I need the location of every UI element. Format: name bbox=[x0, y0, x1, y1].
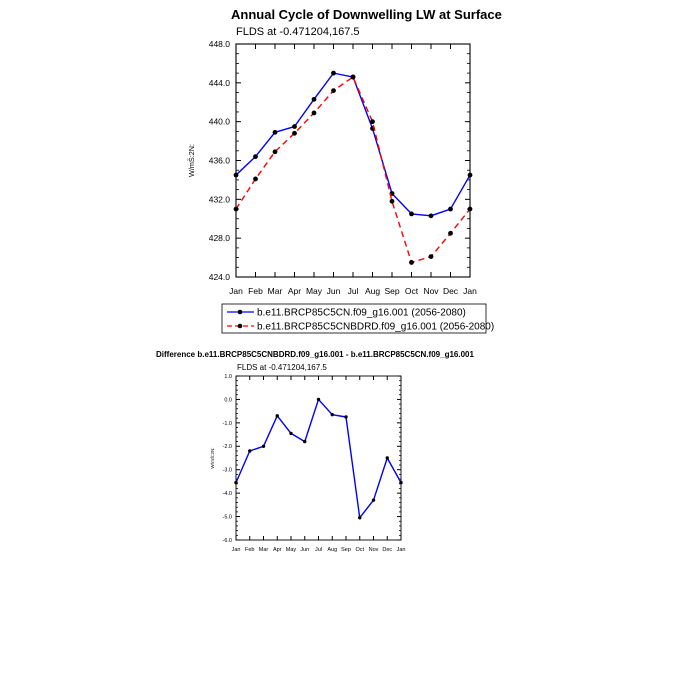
data-point bbox=[428, 213, 434, 219]
x-tick-label: Sep bbox=[341, 547, 351, 553]
x-tick-label: Jan bbox=[232, 547, 241, 553]
data-point bbox=[233, 172, 239, 178]
y-axis-label: W/mŠ:2N: bbox=[209, 447, 215, 468]
data-point bbox=[409, 211, 414, 217]
y-tick-label: 424.0 bbox=[209, 272, 231, 282]
x-tick-label: Mar bbox=[259, 547, 269, 553]
y-tick-label: -4.0 bbox=[223, 491, 232, 497]
data-point bbox=[358, 516, 362, 520]
data-point bbox=[275, 414, 279, 418]
x-tick-label: Oct bbox=[355, 547, 364, 553]
y-axis-label: W/mŠ:2N: bbox=[187, 144, 196, 177]
x-tick-label: Jan bbox=[463, 286, 477, 296]
data-point bbox=[303, 439, 307, 444]
legend-marker-1 bbox=[237, 309, 243, 315]
x-tick-label: Jun bbox=[300, 547, 309, 553]
data-point bbox=[370, 119, 375, 125]
data-point bbox=[234, 480, 238, 485]
data-point bbox=[316, 397, 321, 402]
legend-box bbox=[221, 303, 487, 334]
x-tick-label: Nov bbox=[423, 286, 439, 296]
data-point bbox=[289, 431, 293, 436]
data-point bbox=[371, 498, 376, 502]
data-point bbox=[331, 70, 336, 76]
x-tick-label: Mar bbox=[268, 286, 283, 296]
y-tick-label: 428.0 bbox=[209, 233, 231, 243]
legend-label-1: b.e11.BRCP85C5CN.f09_g16.001 (2056-2080) bbox=[257, 308, 466, 319]
x-tick-label: Jan bbox=[397, 547, 406, 553]
y-tick-label: 448.0 bbox=[209, 39, 231, 49]
data-point bbox=[253, 154, 258, 160]
data-point bbox=[428, 254, 434, 260]
x-tick-label: Feb bbox=[245, 547, 254, 553]
data-point bbox=[292, 130, 297, 136]
data-point bbox=[330, 412, 334, 417]
data-point bbox=[448, 206, 453, 212]
x-tick-label: May bbox=[286, 547, 297, 553]
data-point bbox=[311, 96, 317, 102]
x-tick-label: Apr bbox=[288, 286, 301, 296]
y-tick-label: 0.0 bbox=[224, 397, 232, 403]
data-point bbox=[253, 176, 258, 182]
y-tick-label: 432.0 bbox=[209, 194, 231, 204]
x-tick-label: Aug bbox=[327, 547, 337, 553]
x-tick-label: Jun bbox=[327, 286, 341, 296]
y-tick-label: 436.0 bbox=[209, 155, 231, 165]
data-point bbox=[344, 415, 348, 419]
difference-chart-title: Difference b.e11.BRCP85C5CNBDRD.f09_g16.… bbox=[156, 350, 474, 359]
difference-chart-subtitle: FLDS at -0.471204,167.5 bbox=[237, 363, 327, 372]
data-point bbox=[311, 110, 317, 116]
y-tick-label: -1.0 bbox=[223, 421, 232, 427]
x-tick-label: Jul bbox=[348, 286, 359, 296]
data-point bbox=[467, 172, 473, 178]
x-tick-label: Apr bbox=[273, 547, 282, 553]
data-point bbox=[331, 88, 336, 93]
x-tick-label: Dec bbox=[382, 547, 392, 553]
x-tick-label: Jul bbox=[315, 547, 322, 553]
data-point bbox=[467, 206, 473, 212]
data-point bbox=[448, 230, 453, 236]
x-tick-label: Sep bbox=[384, 286, 399, 296]
x-tick-label: Nov bbox=[369, 547, 379, 553]
data-point bbox=[389, 198, 395, 204]
data-point bbox=[233, 206, 239, 212]
series-line-2 bbox=[235, 76, 471, 264]
chart-subtitle: FLDS at -0.471204,167.5 bbox=[236, 26, 360, 38]
data-point bbox=[385, 456, 389, 460]
data-point bbox=[409, 260, 414, 265]
data-point bbox=[272, 149, 278, 155]
y-tick-label: -6.0 bbox=[223, 538, 232, 544]
chart-title: Annual Cycle of Downwelling LW at Surfac… bbox=[231, 7, 502, 22]
y-tick-label: -5.0 bbox=[223, 514, 232, 520]
x-tick-label: Aug bbox=[365, 286, 380, 296]
data-point bbox=[292, 124, 297, 129]
data-point bbox=[272, 129, 278, 135]
x-tick-label: Jan bbox=[229, 286, 243, 296]
legend-marker-2 bbox=[237, 323, 243, 329]
y-tick-label: -3.0 bbox=[223, 468, 232, 474]
x-tick-label: Feb bbox=[248, 286, 263, 296]
y-tick-label: -2.0 bbox=[223, 444, 232, 450]
x-tick-label: May bbox=[306, 286, 323, 296]
data-point bbox=[248, 449, 252, 453]
data-point bbox=[350, 74, 356, 80]
series-line-1 bbox=[235, 398, 402, 519]
legend-label-2: b.e11.BRCP85C5CNBDRD.f09_g16.001 (2056-2… bbox=[257, 322, 494, 333]
y-tick-label: 1.0 bbox=[224, 374, 232, 380]
x-tick-label: Oct bbox=[405, 286, 419, 296]
series-line-1 bbox=[235, 72, 471, 217]
x-tick-label: Dec bbox=[443, 286, 459, 296]
y-tick-label: 444.0 bbox=[209, 78, 231, 88]
data-point bbox=[399, 480, 403, 485]
y-tick-label: 440.0 bbox=[209, 117, 231, 127]
data-point bbox=[261, 444, 266, 448]
